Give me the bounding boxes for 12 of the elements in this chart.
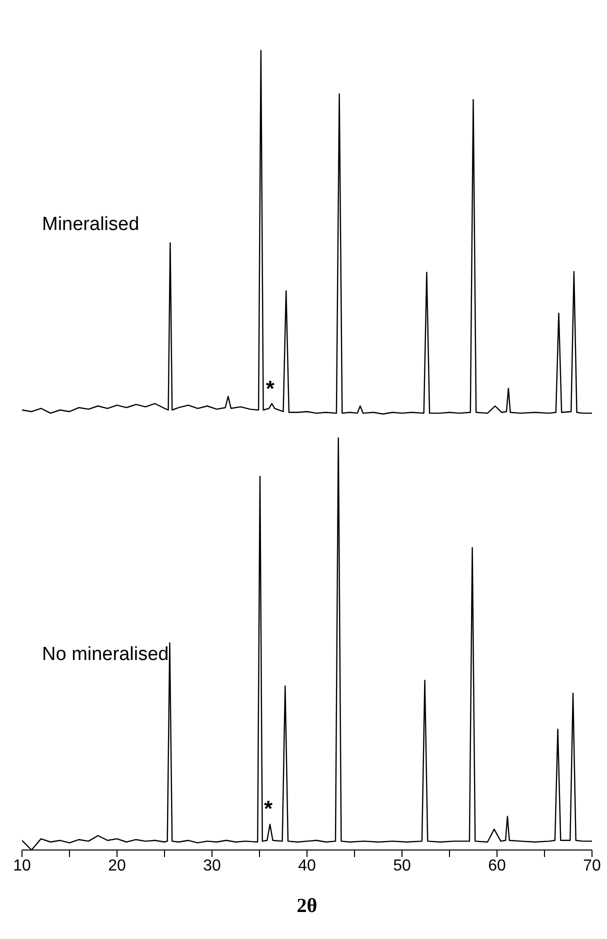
series-label: No mineralised (42, 644, 169, 666)
annotation: * (266, 376, 274, 401)
x-tick-label: 50 (393, 857, 411, 874)
x-tick-label: 40 (298, 857, 316, 874)
x-axis-title: 2θ (296, 895, 318, 917)
x-tick-label: 30 (203, 857, 221, 874)
x-tick-label: 60 (488, 857, 506, 874)
series-label: Mineralised (42, 214, 140, 236)
x-tick-label: 10 (13, 857, 31, 874)
annotation: * (264, 796, 272, 822)
x-tick-label: 20 (108, 857, 126, 874)
x-tick-label: 70 (583, 857, 601, 874)
